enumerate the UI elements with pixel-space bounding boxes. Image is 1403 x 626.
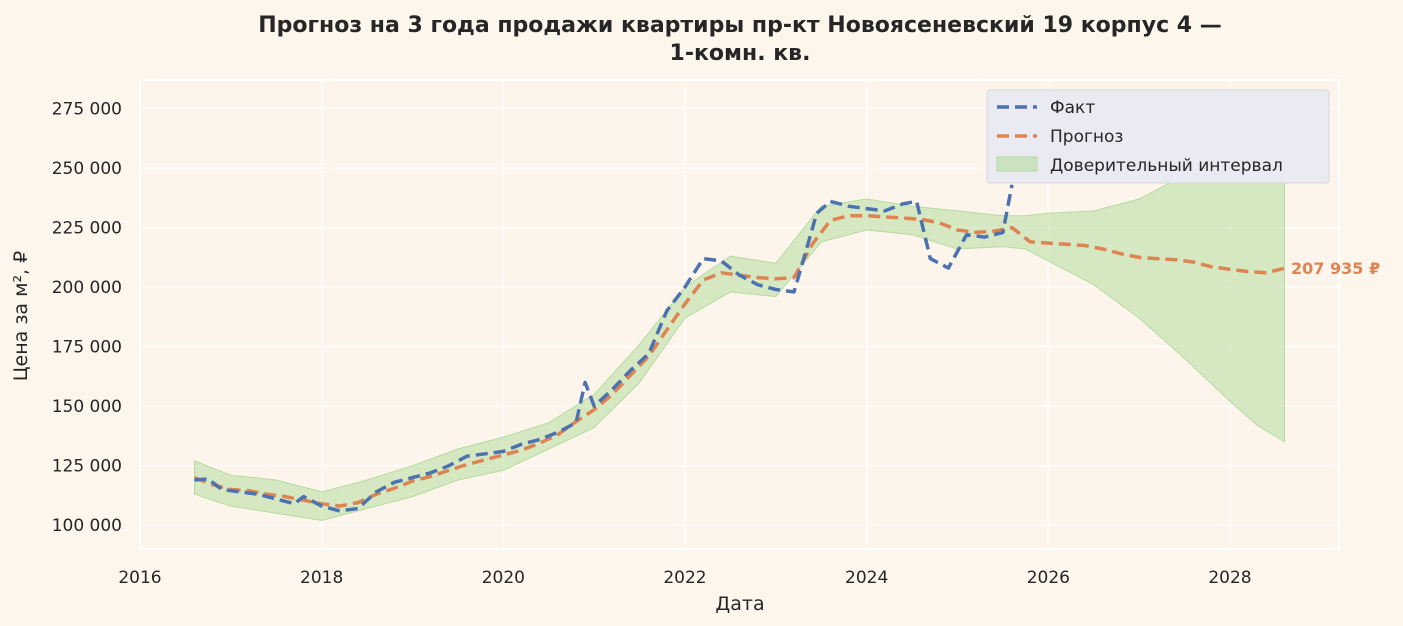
x-tick-label: 2028 — [1208, 568, 1251, 588]
confidence-interval-band — [194, 105, 1285, 521]
y-tick-label: 125 000 — [52, 457, 122, 477]
x-tick-label: 2020 — [482, 568, 525, 588]
y-tick-label: 250 000 — [52, 159, 122, 179]
legend-box — [986, 89, 1330, 184]
y-tick-label: 175 000 — [52, 338, 122, 358]
last-forecast-value-label: 207 935 ₽ — [1291, 259, 1380, 278]
chart-title-line-1: Прогноз на 3 года продажи квартиры пр-кт… — [258, 13, 1222, 38]
y-axis-ticks: 100 000 125 000 150 000 175 000 200 000 225 0… — [52, 100, 122, 537]
legend: Факт Прогноз Доверительный интервал — [986, 89, 1330, 184]
y-tick-label: 225 000 — [52, 219, 122, 239]
y-tick-label: 150 000 — [52, 397, 122, 417]
series-layer — [193, 184, 1285, 513]
legend-label-forecast: Прогноз — [1050, 127, 1123, 147]
x-tick-label: 2016 — [118, 568, 161, 588]
fact-line — [194, 184, 1014, 513]
legend-swatch-confidence-interval — [996, 156, 1038, 172]
x-tick-label: 2026 — [1027, 568, 1070, 588]
x-tick-label: 2022 — [663, 568, 706, 588]
y-axis-label: Цена за м², ₽ — [10, 251, 32, 381]
confidence-interval-layer — [194, 105, 1285, 521]
y-tick-label: 100 000 — [52, 516, 122, 536]
x-tick-label: 2024 — [845, 568, 888, 588]
x-axis-label: Дата — [715, 593, 764, 615]
chart-title-line-2: 1-комн. кв. — [670, 41, 811, 66]
y-tick-label: 275 000 — [52, 100, 122, 120]
y-tick-label: 200 000 — [52, 278, 122, 298]
x-tick-label: 2018 — [300, 568, 343, 588]
legend-label-confidence-interval: Доверительный интервал — [1050, 156, 1283, 176]
legend-label-fact: Факт — [1050, 98, 1095, 118]
x-axis-ticks: 2016 2018 2020 2022 2024 2026 2028 — [118, 568, 1251, 588]
